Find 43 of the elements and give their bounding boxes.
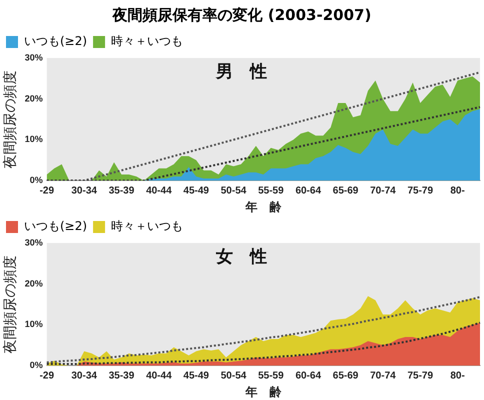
x-tick-label: 30-34 [71,370,98,382]
x-tick-label: 65-69 [332,370,359,382]
x-tick-label: 35-39 [108,185,135,196]
annotation: 男 性 [215,62,268,82]
x-tick-label: -29 [40,370,54,382]
x-tick-label: 70-74 [370,185,396,196]
x-tick-label: 65-69 [332,185,359,196]
y-tick-label: 20% [24,93,43,104]
x-tick-label: 55-59 [258,370,284,382]
y-tick-label: 10% [24,134,43,144]
x-tick-label: 80- [450,185,465,196]
x-tick-label: 45-49 [183,185,210,196]
y-axis-title: 夜間頻尿の頻度 [1,70,18,168]
x-tick-label: 60-64 [295,185,322,196]
x-tick-label: 40-44 [146,185,172,196]
legend-label: 時々＋いつも [111,219,184,234]
legend-label: いつも(≥2) [24,34,88,48]
x-tick-label: 50-54 [220,185,247,196]
legend-label: 時々＋いつも [111,34,184,48]
x-tick-label: 75-79 [407,185,434,196]
x-tick-label: 45-49 [183,370,210,382]
x-tick-label: 50-54 [220,370,247,382]
x-tick-label: 55-59 [258,185,284,196]
x-tick-label: 75-79 [407,370,434,382]
x-axis-title: 年 齢 [244,200,282,214]
x-axis-title: 年 齢 [244,385,282,400]
y-axis-title: 夜間頻尿の頻度 [1,255,18,354]
y-tick-label: 30% [24,52,43,62]
y-tick-label: 0% [30,360,43,370]
x-tick-label: 60-64 [295,370,322,382]
x-tick-label: 80- [450,370,465,382]
chart-title: 夜間頻尿保有率の変化 (2003-2007) [111,5,372,26]
y-tick-label: 0% [30,175,43,186]
x-tick-label: 70-74 [370,370,396,382]
x-tick-label: 35-39 [108,370,135,382]
annotation: 女 性 [215,246,268,267]
x-tick-label: 30-34 [71,185,98,196]
y-tick-label: 30% [24,237,43,248]
x-tick-label: 40-44 [146,370,172,382]
y-tick-label: 20% [24,278,43,288]
x-tick-label: -29 [40,185,54,196]
y-tick-label: 10% [24,319,43,330]
legend-label: いつも(≥2) [24,219,88,234]
